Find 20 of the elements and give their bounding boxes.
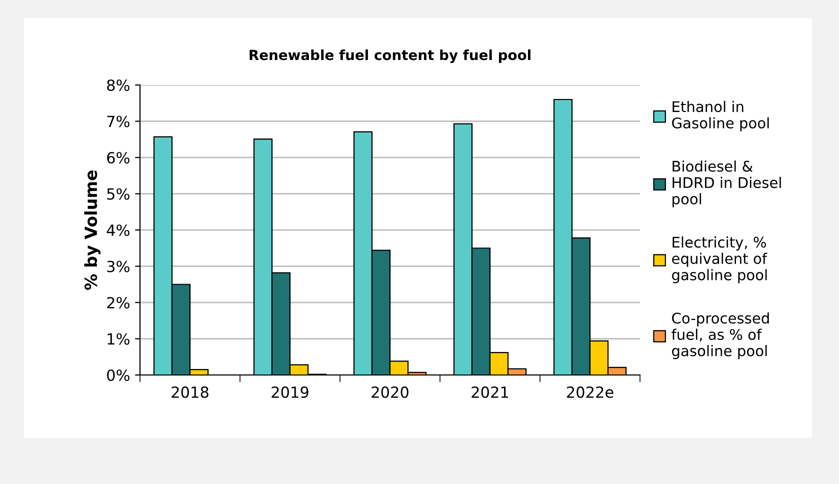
x-tick-label: 2019 <box>272 386 308 398</box>
legend-label: Co-processed fuel, as % of gasoline pool <box>672 312 769 360</box>
y-tick-label: 0% <box>107 369 130 382</box>
chart-title: Renewable fuel content by fuel pool <box>250 49 530 63</box>
legend-label: Biodiesel & HDRD in Diesel pool <box>672 160 781 208</box>
y-tick-label: 3% <box>107 260 130 272</box>
y-tick-label: 5% <box>107 188 130 200</box>
y-tick-label: 1% <box>108 333 130 345</box>
legend-label: Ethanol in Gasoline pool <box>672 100 769 132</box>
y-axis-title: % by Volume <box>84 170 100 290</box>
x-tick-label: 2021 <box>472 386 508 398</box>
y-tick-label: 7% <box>107 116 130 128</box>
y-tick-label: 8% <box>107 79 130 92</box>
x-tick-label: 2018 <box>172 386 208 398</box>
x-tick-label: 2022e <box>566 386 614 398</box>
legend-label: Electricity, % equivalent of gasoline pool <box>672 236 768 284</box>
y-tick-label: 6% <box>107 152 130 164</box>
x-tick-label: 2020 <box>372 386 408 398</box>
y-tick-label: 4% <box>106 224 130 236</box>
y-tick-label: 2% <box>107 296 130 309</box>
